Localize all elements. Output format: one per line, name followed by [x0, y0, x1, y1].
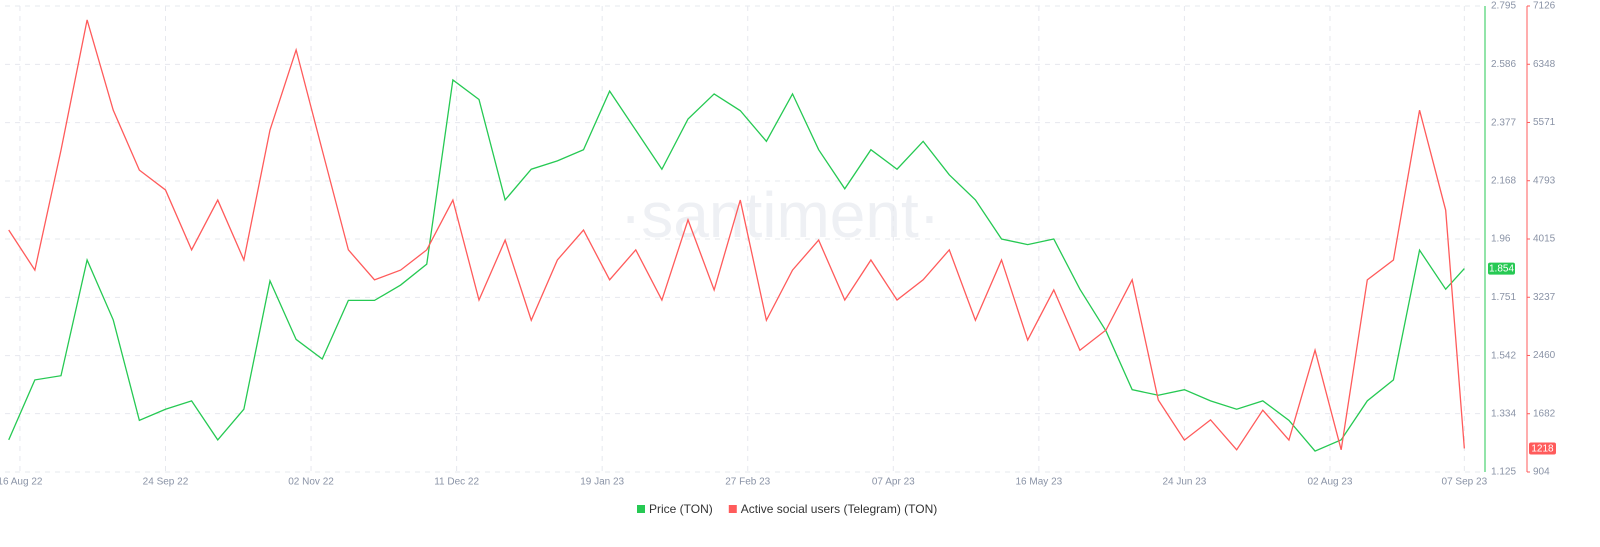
legend-label: Price (TON)	[649, 502, 713, 516]
y-tick-label: 1.334	[1491, 408, 1516, 419]
last-value-badge	[1529, 442, 1556, 455]
x-tick-label: 24 Sep 22	[143, 477, 189, 488]
y-tick-label: 1.751	[1491, 292, 1516, 303]
last-value-label: 1218	[1531, 444, 1554, 455]
legend-swatch	[728, 505, 737, 513]
legend-label: Active social users (Telegram) (TON)	[741, 502, 938, 516]
y2-tick-label: 904	[1533, 467, 1550, 478]
y2-tick-label: 7126	[1533, 1, 1556, 12]
y2-tick-label: 4793	[1533, 175, 1556, 186]
y2-tick-label: 3237	[1533, 292, 1556, 303]
x-tick-label: 16 May 23	[1016, 477, 1063, 488]
legend-swatch	[637, 505, 645, 513]
x-tick-label: 02 Aug 23	[1307, 477, 1352, 488]
y2-tick-label: 6348	[1533, 59, 1556, 70]
y-tick-label: 2.377	[1491, 117, 1516, 128]
y-tick-label: 2.586	[1491, 59, 1516, 70]
y2-tick-label: 1682	[1533, 408, 1556, 419]
x-tick-label: 07 Apr 23	[872, 477, 915, 488]
last-value-badge	[1488, 262, 1515, 275]
y-tick-label: 1.96	[1491, 234, 1511, 245]
y-tick-label: 2.168	[1491, 176, 1516, 187]
y2-tick-label: 5571	[1533, 117, 1556, 128]
y2-tick-label: 2460	[1533, 350, 1556, 361]
x-tick-label: 02 Nov 22	[288, 477, 334, 488]
y2-tick-label: 4015	[1533, 234, 1556, 245]
x-tick-label: 07 Sep 23	[1442, 477, 1488, 488]
x-tick-label: 27 Feb 23	[725, 477, 770, 488]
watermark: ·santiment·	[620, 179, 940, 251]
last-value-label: 1.854	[1489, 264, 1514, 275]
x-tick-label: 19 Jan 23	[580, 477, 624, 488]
y-tick-label: 1.542	[1491, 350, 1516, 361]
x-tick-label: 11 Dec 22	[434, 477, 479, 488]
y-tick-label: 2.795	[1491, 1, 1516, 12]
series-line	[8, 19, 1465, 451]
y-tick-label: 1.125	[1491, 467, 1516, 478]
x-tick-label: 16 Aug 22	[0, 477, 43, 488]
x-tick-label: 24 Jun 23	[1162, 477, 1206, 488]
series-line	[8, 78, 1465, 452]
